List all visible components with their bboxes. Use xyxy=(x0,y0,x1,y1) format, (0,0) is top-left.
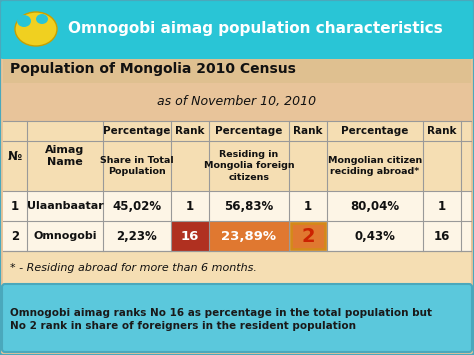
Bar xyxy=(3,83,471,121)
Text: 1: 1 xyxy=(304,200,312,213)
Text: 2: 2 xyxy=(301,226,315,246)
Text: as of November 10, 2010: as of November 10, 2010 xyxy=(157,95,317,109)
Text: №: № xyxy=(8,149,22,163)
Text: 45,02%: 45,02% xyxy=(112,200,162,213)
Text: 16: 16 xyxy=(434,229,450,242)
Text: Residing in
Mongolia foreign
citizens: Residing in Mongolia foreign citizens xyxy=(204,151,294,182)
Ellipse shape xyxy=(17,15,31,27)
Text: 56,83%: 56,83% xyxy=(224,200,273,213)
Text: Share in Total
Population: Share in Total Population xyxy=(100,156,174,176)
Bar xyxy=(171,221,209,251)
Bar xyxy=(209,221,289,251)
Text: Percentage: Percentage xyxy=(215,126,283,136)
Text: 23,89%: 23,89% xyxy=(221,229,276,242)
Text: Ulaanbaatar: Ulaanbaatar xyxy=(27,201,103,211)
Text: 2,23%: 2,23% xyxy=(117,229,157,242)
Text: Percentage: Percentage xyxy=(103,126,171,136)
Bar xyxy=(291,223,325,249)
Bar xyxy=(3,55,471,83)
Text: 1: 1 xyxy=(11,200,19,213)
Text: 2: 2 xyxy=(11,229,19,242)
Text: Omnogobi aimag ranks No 16 as percentage in the total population but: Omnogobi aimag ranks No 16 as percentage… xyxy=(10,308,432,318)
Text: Aimag
Name: Aimag Name xyxy=(46,145,85,167)
FancyBboxPatch shape xyxy=(0,0,474,59)
Text: Percentage: Percentage xyxy=(341,126,409,136)
FancyBboxPatch shape xyxy=(2,284,472,352)
Text: Omnogobi: Omnogobi xyxy=(33,231,97,241)
Text: Rank: Rank xyxy=(427,126,457,136)
Bar xyxy=(3,121,471,251)
Bar xyxy=(3,121,471,191)
Text: Rank: Rank xyxy=(175,126,205,136)
Text: Rank: Rank xyxy=(293,126,323,136)
Text: * - Residing abroad for more than 6 months.: * - Residing abroad for more than 6 mont… xyxy=(10,263,257,273)
Ellipse shape xyxy=(15,12,57,46)
Text: Mongolian citizen
reciding abroad*: Mongolian citizen reciding abroad* xyxy=(328,156,422,176)
Text: 16: 16 xyxy=(181,229,199,242)
Text: 80,04%: 80,04% xyxy=(350,200,400,213)
Text: No 2 rank in share of foreigners in the resident population: No 2 rank in share of foreigners in the … xyxy=(10,321,356,331)
Text: 1: 1 xyxy=(438,200,446,213)
Bar xyxy=(3,251,471,285)
Text: 1: 1 xyxy=(186,200,194,213)
Text: 0,43%: 0,43% xyxy=(355,229,395,242)
Text: Population of Mongolia 2010 Census: Population of Mongolia 2010 Census xyxy=(10,62,296,76)
Text: Omnogobi aimag population characteristics: Omnogobi aimag population characteristic… xyxy=(68,22,443,37)
Ellipse shape xyxy=(36,14,48,24)
